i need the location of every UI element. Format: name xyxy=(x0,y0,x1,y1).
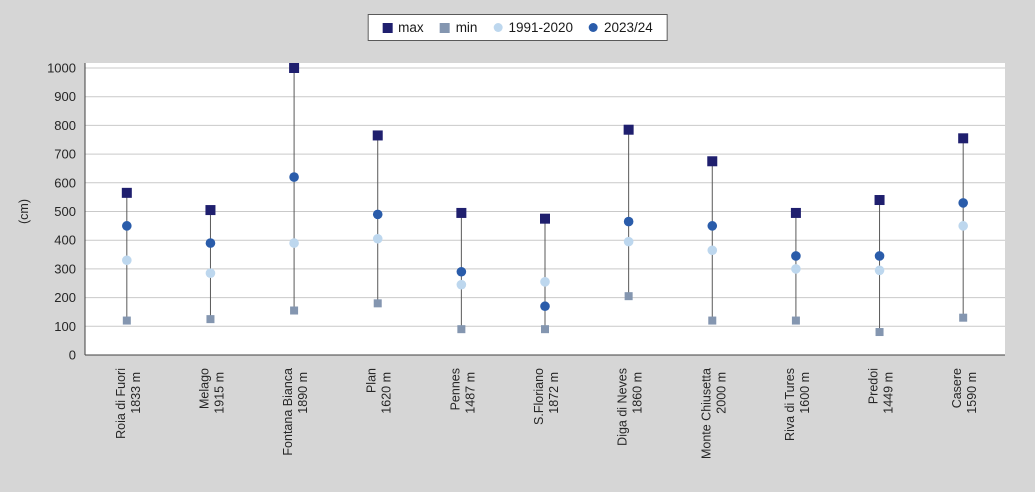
x-label-station: Fontana Bianca xyxy=(281,368,295,456)
legend-item-1991-2020: 1991-2020 xyxy=(493,20,573,35)
marker-1991-2020 xyxy=(791,264,801,274)
marker-2023/24 xyxy=(122,221,132,231)
chart-legend: max min 1991-2020 2023/24 xyxy=(367,14,668,41)
marker-2023/24 xyxy=(289,172,299,182)
x-label-elevation: 1487 m xyxy=(463,372,477,414)
marker-2023/24 xyxy=(874,251,885,261)
marker-min xyxy=(122,316,131,325)
legend-label: 1991-2020 xyxy=(508,20,574,35)
marker-2023/24 xyxy=(456,266,467,277)
x-label-station: Melago xyxy=(197,368,211,409)
marker-1991-2020 xyxy=(623,236,634,247)
marker-2023/24 xyxy=(958,198,968,208)
marker-min xyxy=(290,306,299,315)
y-tick-label: 1000 xyxy=(47,61,76,76)
x-label-elevation: 1600 m xyxy=(798,372,812,414)
marker-1991-2020 xyxy=(958,221,968,231)
marker-max xyxy=(372,130,383,141)
x-label-station: Roia di Fuori xyxy=(114,368,128,439)
marker-min xyxy=(541,325,549,334)
legend-label: min xyxy=(455,20,478,35)
x-label-station: Diga di Neves xyxy=(616,368,630,446)
marker-2023/24 xyxy=(791,251,801,261)
marker-1991-2020 xyxy=(122,255,132,266)
marker-1991-2020 xyxy=(372,233,383,244)
legend-label: max xyxy=(398,20,424,35)
y-tick-label: 100 xyxy=(54,319,76,334)
legend-square-icon xyxy=(382,22,393,33)
x-label-station: Predoi xyxy=(867,368,881,404)
marker-max xyxy=(456,207,467,218)
y-tick-label: 300 xyxy=(54,261,76,276)
legend-item-min: min xyxy=(439,20,478,35)
legend-circle-icon xyxy=(493,23,503,32)
y-tick-label: 600 xyxy=(54,175,76,190)
marker-min xyxy=(206,315,215,324)
x-label-station: S.Floriano xyxy=(532,368,546,425)
legend-label: 2023/24 xyxy=(604,20,653,35)
x-label-elevation: 1860 m xyxy=(631,372,645,414)
marker-max xyxy=(121,187,132,198)
marker-max xyxy=(958,133,969,144)
marker-2023/24 xyxy=(205,238,216,248)
y-tick-label: 900 xyxy=(54,89,76,104)
marker-max xyxy=(623,124,634,135)
marker-min xyxy=(875,328,884,337)
marker-2023/24 xyxy=(540,301,550,312)
marker-max xyxy=(289,63,300,73)
marker-1991-2020 xyxy=(456,279,467,290)
marker-2023/24 xyxy=(707,221,718,231)
legend-circle-icon xyxy=(589,23,599,32)
marker-min xyxy=(624,292,633,301)
x-label-elevation: 1590 m xyxy=(965,372,979,414)
marker-2023/24 xyxy=(623,216,634,227)
y-tick-label: 200 xyxy=(54,290,76,305)
x-label-elevation: 1620 m xyxy=(380,372,394,414)
marker-min xyxy=(373,299,382,308)
x-label-station: Riva di Tures xyxy=(783,368,797,441)
marker-max xyxy=(540,213,550,224)
y-tick-label: 0 xyxy=(69,348,76,363)
marker-max xyxy=(874,195,885,206)
x-label-elevation: 1915 m xyxy=(212,372,226,414)
marker-max xyxy=(707,156,718,167)
marker-max xyxy=(790,207,801,218)
y-tick-label: 500 xyxy=(54,204,76,219)
marker-2023/24 xyxy=(372,209,383,220)
marker-1991-2020 xyxy=(874,265,885,276)
marker-min xyxy=(791,316,800,325)
marker-min xyxy=(959,313,968,322)
x-label-station: Plan xyxy=(365,368,379,393)
y-tick-label: 800 xyxy=(54,118,76,133)
marker-min xyxy=(457,325,466,334)
legend-square-icon xyxy=(439,22,450,33)
marker-min xyxy=(708,316,717,325)
x-label-elevation: 1872 m xyxy=(547,372,561,414)
x-label-elevation: 1449 m xyxy=(882,372,896,414)
x-label-station: Casere xyxy=(950,368,964,408)
y-axis-title: (cm) xyxy=(17,199,31,224)
marker-1991-2020 xyxy=(205,268,216,279)
y-tick-label: 400 xyxy=(54,233,76,248)
x-label-station: Monte Chiusetta xyxy=(699,368,713,459)
marker-1991-2020 xyxy=(289,238,299,248)
x-label-elevation: 2000 m xyxy=(714,372,728,414)
legend-item-max: max xyxy=(382,20,424,35)
x-label-station: Pennes xyxy=(448,368,462,410)
marker-1991-2020 xyxy=(540,277,550,287)
marker-max xyxy=(205,205,216,216)
legend-item-2023/24: 2023/24 xyxy=(589,20,653,35)
x-label-elevation: 1833 m xyxy=(129,372,143,414)
x-label-elevation: 1890 m xyxy=(296,372,310,414)
marker-1991-2020 xyxy=(707,245,718,256)
y-tick-label: 700 xyxy=(54,147,76,162)
